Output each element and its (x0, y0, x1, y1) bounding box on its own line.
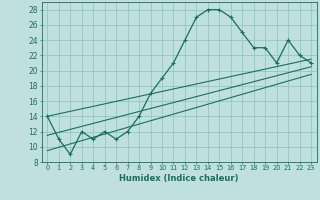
X-axis label: Humidex (Indice chaleur): Humidex (Indice chaleur) (119, 174, 239, 183)
